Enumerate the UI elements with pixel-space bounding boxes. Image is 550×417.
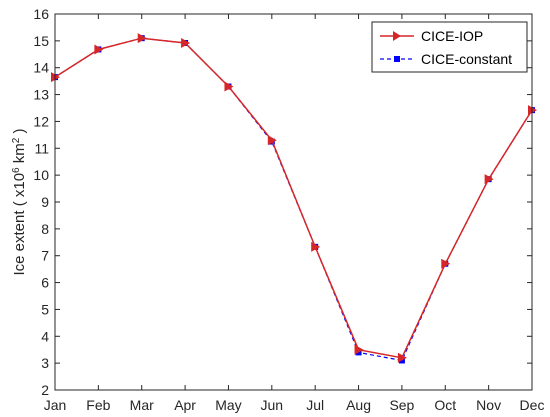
legend-marker-cice-constant	[394, 56, 400, 62]
data-point-cice-iop	[484, 174, 494, 185]
legend-label-cice-constant: CICE-constant	[421, 51, 512, 67]
y-tick-label: 10	[33, 167, 49, 183]
y-tick-label: 9	[41, 194, 49, 210]
x-tick-label: Sep	[389, 397, 414, 413]
y-tick-label: 8	[41, 221, 49, 237]
data-point-cice-iop	[137, 33, 147, 44]
y-tick-label: 5	[41, 301, 49, 317]
x-tick-label: May	[215, 397, 241, 413]
x-tick-label: Oct	[434, 397, 456, 413]
x-tick-label: Feb	[86, 397, 110, 413]
x-tick-label: Mar	[130, 397, 154, 413]
y-axis-label-unit: km	[11, 143, 28, 167]
y-tick-label: 16	[33, 6, 49, 22]
data-point-cice-iop	[311, 241, 321, 252]
data-point-cice-iop	[224, 81, 234, 92]
x-tick-label: Jul	[306, 397, 324, 413]
x-tick-label: Aug	[346, 397, 371, 413]
x-tick-label: Jan	[44, 397, 67, 413]
data-point-cice-iop	[441, 258, 451, 269]
y-tick-label: 15	[33, 33, 49, 49]
axis-layer: 2 3 4 5 6 7 8 9 10 11 12 13 14 15 16 Jan Feb Mar Apr May Jun…	[33, 6, 544, 413]
x-tick-label: Nov	[476, 397, 501, 413]
y-axis-label-exponent-1: 6	[11, 167, 22, 173]
y-tick-label: 3	[41, 355, 49, 371]
y-tick-label: 12	[33, 113, 49, 129]
legend: CICE-IOP CICE-constant	[371, 21, 528, 73]
data-point-cice-iop	[397, 352, 407, 363]
y-tick-label: 2	[41, 382, 49, 398]
y-tick-label: 14	[33, 60, 49, 76]
x-tick-label: Apr	[174, 397, 196, 413]
plot-area	[55, 14, 532, 390]
x-tick-label: Jun	[261, 397, 284, 413]
series-layer	[51, 33, 537, 364]
y-tick-label: 11	[34, 140, 49, 156]
legend-marker-cice-iop	[393, 31, 401, 41]
data-point-cice-iop	[354, 344, 364, 355]
legend-label-cice-iop: CICE-IOP	[421, 28, 483, 44]
y-axis-label: Ice extent ( x106 km2 )	[11, 128, 29, 275]
x-tick-label: Dec	[520, 397, 545, 413]
y-tick-label: 7	[41, 248, 49, 264]
plot-frame	[54, 13, 533, 391]
y-tick-label: 13	[33, 87, 49, 103]
data-point-cice-iop	[267, 135, 277, 146]
data-point-cice-iop	[181, 38, 191, 49]
y-axis-label-end: )	[11, 128, 28, 137]
y-axis-label-exponent-2: 2	[11, 137, 22, 143]
series-line-cice-iop	[54, 37, 533, 359]
legend-box	[371, 21, 528, 73]
y-tick-label: 6	[41, 275, 49, 291]
y-axis-label-main: Ice extent ( x10	[11, 173, 28, 276]
y-tick-label: 4	[41, 328, 49, 344]
data-point-cice-iop	[94, 44, 104, 55]
